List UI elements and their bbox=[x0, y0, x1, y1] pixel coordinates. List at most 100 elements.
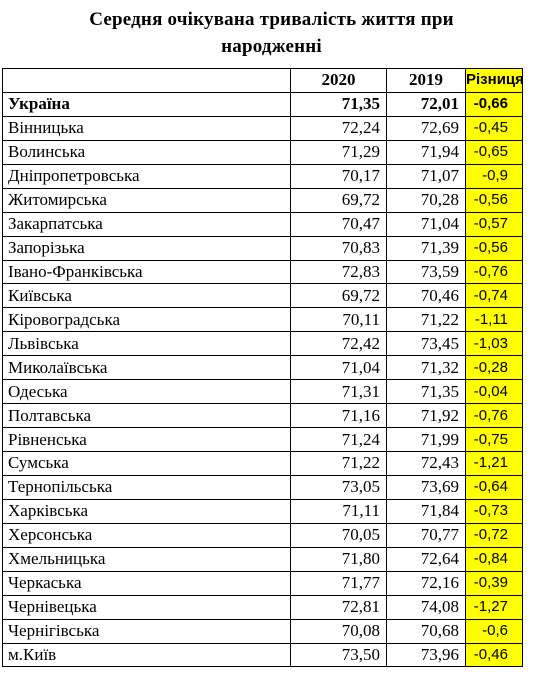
header-row: 2020 2019 Різниця bbox=[2, 68, 523, 93]
title-line-2: народженні bbox=[221, 36, 322, 57]
difference-cell: -0,39 bbox=[465, 570, 523, 596]
region-cell: Київська bbox=[2, 283, 291, 309]
value-2020-cell: 70,11 bbox=[290, 307, 387, 333]
value-2019-cell: 71,84 bbox=[386, 498, 466, 524]
value-2019-cell: 74,08 bbox=[386, 594, 466, 620]
value-2019-cell: 71,04 bbox=[386, 211, 466, 237]
region-cell: Закарпатська bbox=[2, 211, 291, 237]
value-2019-cell: 72,01 bbox=[386, 91, 466, 117]
value-2019-cell: 71,99 bbox=[386, 427, 466, 452]
value-2020-cell: 71,35 bbox=[290, 91, 387, 117]
difference-cell: -0,6 bbox=[465, 618, 523, 644]
value-2020-cell: 72,24 bbox=[290, 115, 387, 141]
table-row: Хмельницька 71,80 72,64 -0,84 bbox=[2, 546, 523, 572]
table-row: Чернівецька 72,81 74,08 -1,27 bbox=[2, 594, 523, 620]
value-2019-cell: 71,22 bbox=[386, 307, 466, 333]
value-2020-cell: 71,11 bbox=[290, 498, 387, 524]
value-2019-cell: 71,39 bbox=[386, 235, 466, 261]
header-2020: 2020 bbox=[290, 68, 387, 93]
value-2020-cell: 72,42 bbox=[290, 331, 387, 357]
value-2019-cell: 71,07 bbox=[386, 163, 466, 189]
table-row: Волинська 71,29 71,94 -0,65 bbox=[2, 139, 523, 165]
table-row: Сумська 71,22 72,43 -1,21 bbox=[2, 451, 523, 476]
table-row: Київська 69,72 70,46 -0,74 bbox=[2, 283, 523, 309]
difference-cell: -0,76 bbox=[465, 403, 523, 429]
value-2019-cell: 70,46 bbox=[386, 283, 466, 309]
difference-cell: -0,56 bbox=[465, 235, 523, 261]
difference-cell: -1,11 bbox=[465, 307, 523, 333]
value-2019-cell: 71,32 bbox=[386, 355, 466, 381]
value-2019-cell: 73,69 bbox=[386, 474, 466, 500]
value-2020-cell: 72,83 bbox=[290, 259, 387, 285]
region-cell: Вінницька bbox=[2, 115, 291, 141]
region-cell: Дніпропетровська bbox=[2, 163, 291, 189]
difference-cell: -0,84 bbox=[465, 546, 523, 572]
difference-cell: -0,74 bbox=[465, 283, 523, 309]
value-2020-cell: 70,47 bbox=[290, 211, 387, 237]
table-title: Середня очікувана тривалість життя при н… bbox=[0, 6, 543, 60]
region-cell: Рівненська bbox=[2, 427, 291, 452]
header-region bbox=[2, 68, 291, 93]
region-cell: Одеська bbox=[2, 379, 291, 405]
difference-cell: -0,72 bbox=[465, 522, 523, 548]
region-cell: Миколаївська bbox=[2, 355, 291, 381]
difference-cell: -0,76 bbox=[465, 259, 523, 285]
region-cell: Чернігівська bbox=[2, 618, 291, 644]
region-cell: Львівська bbox=[2, 331, 291, 357]
table-row: Дніпропетровська 70,17 71,07 -0,9 bbox=[2, 163, 523, 189]
value-2019-cell: 71,35 bbox=[386, 379, 466, 405]
table-row: Житомирська 69,72 70,28 -0,56 bbox=[2, 187, 523, 213]
value-2020-cell: 71,80 bbox=[290, 546, 387, 572]
difference-cell: -0,64 bbox=[465, 474, 523, 500]
value-2020-cell: 73,05 bbox=[290, 474, 387, 500]
region-cell: Запорізька bbox=[2, 235, 291, 261]
difference-cell: -0,28 bbox=[465, 355, 523, 381]
table-row: Херсонська 70,05 70,77 -0,72 bbox=[2, 522, 523, 548]
value-2020-cell: 71,29 bbox=[290, 139, 387, 165]
difference-cell: -1,03 bbox=[465, 331, 523, 357]
difference-cell: -1,21 bbox=[465, 451, 523, 476]
table-row: Полтавська 71,16 71,92 -0,76 bbox=[2, 403, 523, 429]
value-2020-cell: 69,72 bbox=[290, 283, 387, 309]
total-row: Україна 71,35 72,01 -0,66 bbox=[2, 91, 523, 117]
value-2019-cell: 72,64 bbox=[386, 546, 466, 572]
table-row: Запорізька 70,83 71,39 -0,56 bbox=[2, 235, 523, 261]
difference-cell: -0,65 bbox=[465, 139, 523, 165]
table-row: Чернігівська 70,08 70,68 -0,6 bbox=[2, 618, 523, 644]
value-2019-cell: 71,94 bbox=[386, 139, 466, 165]
value-2020-cell: 69,72 bbox=[290, 187, 387, 213]
table-row: Черкаська 71,77 72,16 -0,39 bbox=[2, 570, 523, 596]
value-2020-cell: 72,81 bbox=[290, 594, 387, 620]
region-cell: Тернопільська bbox=[2, 474, 291, 500]
region-cell: Житомирська bbox=[2, 187, 291, 213]
difference-cell: -0,66 bbox=[465, 91, 523, 117]
difference-cell: -0,9 bbox=[465, 163, 523, 189]
value-2019-cell: 73,45 bbox=[386, 331, 466, 357]
value-2019-cell: 73,59 bbox=[386, 259, 466, 285]
region-cell: Україна bbox=[2, 91, 291, 117]
value-2020-cell: 73,50 bbox=[290, 642, 387, 668]
region-cell: Чернівецька bbox=[2, 594, 291, 620]
value-2020-cell: 70,08 bbox=[290, 618, 387, 644]
value-2020-cell: 70,05 bbox=[290, 522, 387, 548]
region-cell: Херсонська bbox=[2, 522, 291, 548]
region-cell: Полтавська bbox=[2, 403, 291, 429]
table-row: Закарпатська 70,47 71,04 -0,57 bbox=[2, 211, 523, 237]
table-row: Миколаївська 71,04 71,32 -0,28 bbox=[2, 355, 523, 381]
difference-cell: -0,73 bbox=[465, 498, 523, 524]
difference-cell: -0,46 bbox=[465, 642, 523, 668]
value-2019-cell: 70,77 bbox=[386, 522, 466, 548]
region-cell: Сумська bbox=[2, 451, 291, 476]
table-row: Рівненська 71,24 71,99 -0,75 bbox=[2, 427, 523, 452]
region-cell: Хмельницька bbox=[2, 546, 291, 572]
region-cell: Черкаська bbox=[2, 570, 291, 596]
difference-cell: -0,75 bbox=[465, 427, 523, 452]
region-cell: Волинська bbox=[2, 139, 291, 165]
difference-cell: -0,04 bbox=[465, 379, 523, 405]
value-2020-cell: 71,77 bbox=[290, 570, 387, 596]
value-2019-cell: 72,69 bbox=[386, 115, 466, 141]
value-2020-cell: 71,22 bbox=[290, 451, 387, 476]
value-2020-cell: 70,83 bbox=[290, 235, 387, 261]
title-line-1: Середня очікувана тривалість життя при bbox=[89, 9, 454, 30]
value-2019-cell: 70,28 bbox=[386, 187, 466, 213]
